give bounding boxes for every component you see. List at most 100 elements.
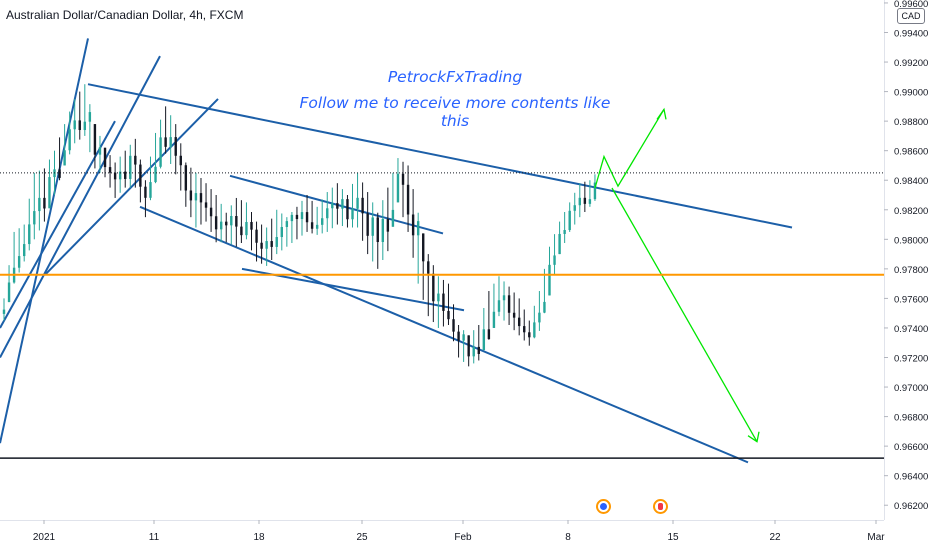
price-axis: 0.96200 0.96400 0.96600 0.96800 0.97000 0.972… — [884, 0, 932, 550]
candle-body — [538, 312, 541, 323]
candle-body — [204, 202, 208, 208]
candle-body — [214, 216, 218, 230]
candle-body — [139, 164, 142, 187]
time-tick-label: Mar — [867, 532, 885, 543]
candle-body — [477, 346, 480, 354]
candle-body — [346, 199, 349, 220]
price-tick-label: 0.97800 — [894, 265, 928, 276]
price-tick-label: 0.96200 — [894, 501, 928, 512]
price-tick-label: 0.96800 — [894, 413, 928, 424]
time-tick-label: 2021 — [33, 532, 56, 543]
candle-body — [250, 221, 253, 230]
candle-body — [43, 197, 46, 209]
time-tick-label: 8 — [565, 532, 571, 543]
event-flag-au-icon[interactable] — [596, 499, 611, 514]
candle-body — [457, 331, 460, 341]
candle-body — [7, 282, 11, 303]
horizontal-levels: 0.9845003:56:340.977600.96519 — [0, 164, 932, 467]
candle-body — [265, 241, 268, 249]
trendline-1 — [0, 38, 89, 444]
candle-body — [356, 197, 359, 209]
price-tick-label: 0.98000 — [894, 235, 928, 246]
candle-body — [174, 137, 177, 156]
time-tick-label: 18 — [253, 532, 265, 543]
candle-body — [396, 173, 400, 203]
candle-body — [179, 155, 182, 166]
candle-body — [219, 221, 223, 230]
candle-body — [113, 172, 117, 180]
candle-body — [48, 177, 51, 209]
candle-body — [487, 329, 491, 340]
candle-body — [528, 332, 531, 338]
candle-body — [235, 216, 238, 227]
trendline-2 — [0, 55, 161, 358]
candle-body — [512, 312, 516, 318]
candle-body — [245, 221, 248, 236]
candle-body — [427, 261, 430, 274]
candle-body — [336, 203, 339, 209]
price-tick-label: 0.99400 — [894, 29, 928, 40]
candle-body — [563, 230, 566, 234]
candle-body — [184, 165, 188, 191]
trendline-3 — [87, 83, 793, 229]
candle-body — [240, 226, 243, 236]
candle-body — [149, 182, 152, 198]
candle-body — [144, 186, 147, 198]
time-tick-label: 11 — [149, 532, 160, 543]
candle-body — [573, 205, 576, 211]
candle-body — [93, 124, 97, 155]
time-axis: 2021 11 18 25 Feb 8 15 22 Mar — [0, 520, 885, 543]
candle-body — [442, 293, 445, 311]
forecast-up-arrowhead — [656, 107, 667, 120]
currency-badge[interactable]: CAD — [897, 8, 925, 24]
forecast-up-path — [594, 108, 665, 189]
price-tick-label: 0.96600 — [894, 442, 928, 453]
candle-body — [386, 218, 390, 232]
candle-body — [376, 217, 379, 243]
trendline-8 — [0, 120, 116, 329]
trendline-7 — [44, 98, 219, 276]
candle-body — [507, 295, 511, 313]
candle-body — [432, 273, 435, 302]
candle-body — [492, 311, 496, 328]
candle-body — [118, 171, 122, 180]
candle-body — [593, 182, 597, 200]
forecast-down-arrowhead — [747, 431, 760, 443]
candle-body — [381, 218, 385, 243]
candle-body — [416, 221, 420, 236]
candle-body — [164, 137, 167, 147]
candle-body — [108, 167, 112, 173]
candle-body — [33, 211, 36, 225]
candle-body — [305, 212, 309, 223]
candle-body — [517, 317, 521, 327]
candle-body — [169, 137, 172, 147]
trendline-4 — [139, 205, 749, 464]
price-tick-label: 0.98200 — [894, 206, 928, 217]
candle-body — [23, 244, 26, 257]
candle-body — [280, 227, 283, 238]
candle-body — [401, 173, 405, 185]
price-tick-label: 0.98400 — [894, 176, 928, 187]
candle-body — [467, 335, 470, 357]
price-tick-label: 0.98600 — [894, 147, 928, 158]
candle-body — [230, 216, 233, 226]
candle-body — [129, 155, 132, 179]
event-flag-ca-icon[interactable] — [653, 499, 668, 514]
candle-body — [83, 121, 87, 131]
candle-body — [366, 213, 369, 236]
price-tick-label: 0.99600 — [894, 0, 928, 10]
candle-body — [225, 221, 228, 226]
candle-body — [588, 199, 592, 204]
candle-body — [371, 217, 374, 236]
candle-body — [199, 193, 203, 203]
candle-body — [411, 214, 415, 236]
annotation-author: PetrockFxTrading — [387, 68, 523, 86]
candle-body — [452, 319, 455, 332]
candle-body — [472, 346, 475, 357]
symbol-title: Australian Dollar/Canadian Dollar, 4h, F… — [6, 8, 244, 22]
candle-body — [321, 218, 324, 225]
candle-body — [38, 197, 41, 212]
candle-body — [78, 120, 81, 131]
price-tick-label: 0.97200 — [894, 354, 928, 365]
